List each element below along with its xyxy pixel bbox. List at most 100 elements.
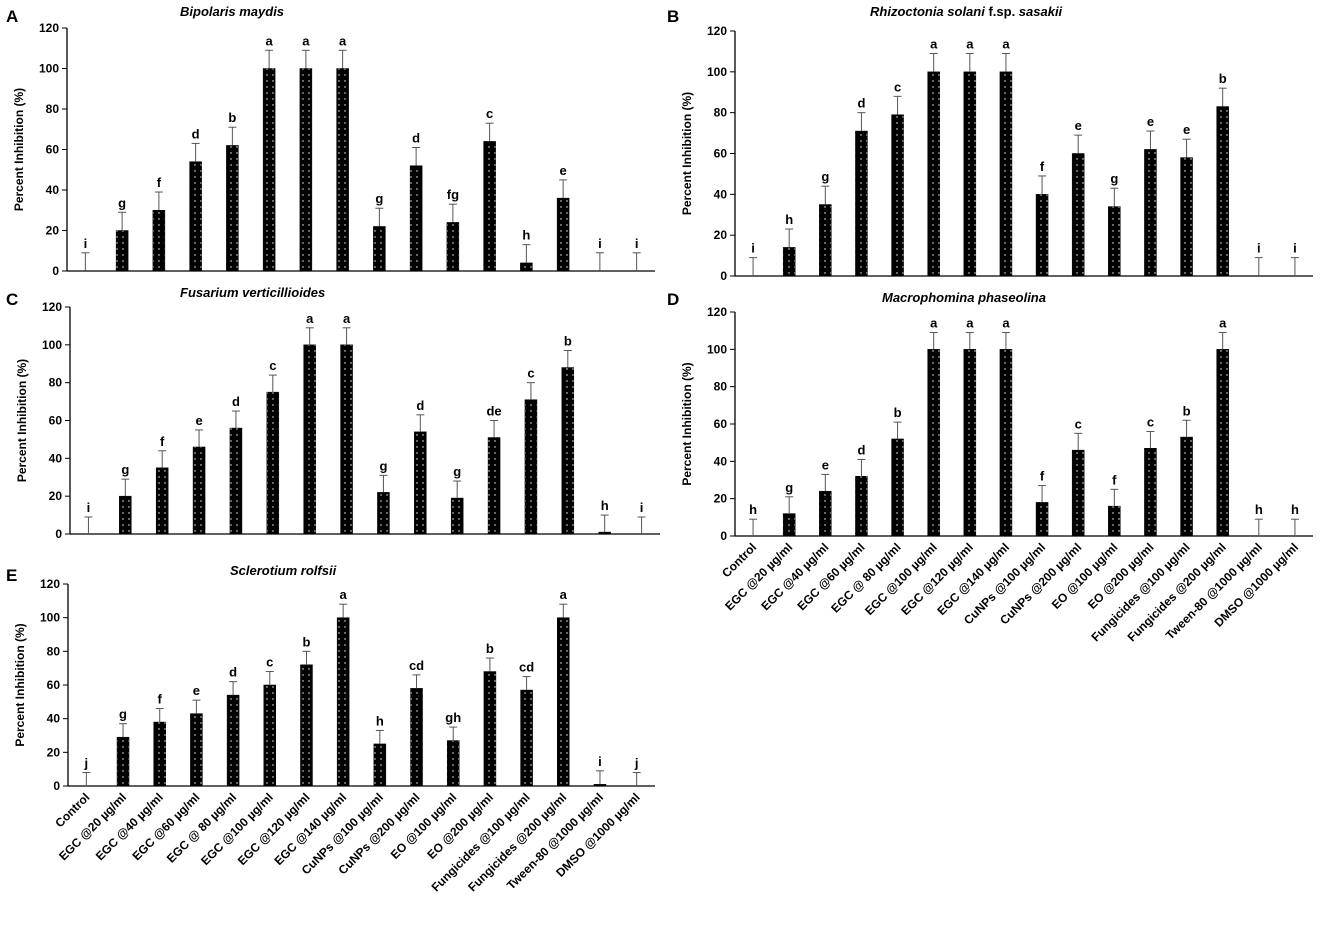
significance-letter: e	[1147, 114, 1154, 129]
significance-letter: a	[340, 587, 348, 602]
significance-letter: g	[821, 169, 829, 184]
bar	[116, 736, 130, 787]
bar	[303, 344, 316, 535]
bar	[155, 467, 169, 535]
significance-letter: g	[379, 458, 387, 473]
significance-letter: cd	[519, 660, 534, 675]
significance-letter: g	[785, 480, 793, 495]
y-tick-label: 80	[49, 376, 63, 390]
significance-letter: j	[84, 756, 89, 771]
bar	[557, 617, 570, 787]
significance-letter: f	[1040, 159, 1045, 174]
panel-label: A	[6, 7, 18, 26]
significance-letter: e	[560, 163, 567, 178]
bar	[446, 222, 460, 272]
y-tick-label: 20	[49, 489, 63, 503]
significance-letter: c	[894, 79, 901, 94]
y-tick-label: 100	[707, 65, 727, 79]
bar	[377, 492, 390, 535]
significance-letter: i	[87, 500, 91, 515]
significance-letter: d	[857, 442, 865, 457]
bar	[524, 399, 538, 535]
bar	[963, 349, 977, 537]
y-tick-label: 40	[714, 454, 728, 468]
significance-letter: b	[228, 110, 236, 125]
bar	[410, 688, 423, 787]
bar	[855, 476, 868, 537]
significance-letter: e	[195, 413, 202, 428]
significance-letter: c	[266, 655, 273, 670]
significance-letter: i	[751, 241, 755, 256]
significance-letter: i	[1257, 241, 1261, 256]
x-tick-label: EO @100 µg/ml	[388, 790, 460, 862]
y-tick-label: 40	[47, 712, 61, 726]
x-tick-label: EO @200 µg/ml	[424, 790, 496, 862]
bar	[189, 161, 202, 272]
y-tick-label: 120	[707, 305, 727, 319]
significance-letter: i	[598, 236, 602, 251]
significance-letter: h	[749, 502, 757, 517]
significance-letter: g	[453, 464, 461, 479]
significance-letter: b	[1219, 71, 1227, 86]
bar	[450, 497, 464, 535]
bar	[561, 367, 575, 535]
bar	[891, 114, 904, 277]
significance-letter: f	[157, 175, 162, 190]
bar	[782, 513, 796, 537]
bar	[891, 438, 904, 537]
significance-letter: g	[121, 462, 129, 477]
bar	[855, 130, 868, 277]
y-tick-label: 0	[52, 264, 59, 278]
y-tick-label: 60	[714, 147, 728, 161]
significance-letter: f	[158, 692, 163, 707]
bar	[520, 262, 533, 272]
bar	[446, 740, 460, 787]
significance-letter: d	[192, 126, 200, 141]
y-tick-label: 80	[47, 644, 61, 658]
significance-letter: g	[118, 195, 126, 210]
y-tick-label: 100	[42, 338, 62, 352]
significance-letter: de	[486, 404, 501, 419]
y-tick-label: 40	[46, 183, 60, 197]
y-axis-label: Percent Inhibition (%)	[680, 92, 694, 215]
significance-letter: gh	[445, 710, 461, 725]
y-tick-label: 60	[47, 678, 61, 692]
bar	[373, 743, 387, 787]
significance-letter: b	[302, 634, 310, 649]
significance-letter: a	[966, 36, 974, 51]
significance-letter: c	[486, 106, 493, 121]
y-tick-label: 20	[714, 492, 728, 506]
significance-letter: a	[966, 316, 974, 331]
bar	[226, 145, 239, 272]
panel-E: E Sclerotium rolfsii Percent Inhibition (%…	[6, 563, 655, 894]
significance-letter: h	[785, 212, 793, 227]
bar	[226, 694, 240, 787]
significance-letter: c	[269, 358, 276, 373]
y-tick-label: 60	[49, 414, 63, 428]
bar	[1180, 436, 1193, 537]
significance-letter: a	[1002, 36, 1010, 51]
significance-letter: a	[560, 587, 568, 602]
significance-letter: h	[601, 498, 609, 513]
bar	[782, 247, 796, 277]
y-axis-label: Percent Inhibition (%)	[13, 623, 27, 746]
y-tick-label: 80	[714, 380, 728, 394]
bar	[153, 721, 166, 787]
significance-letter: fg	[447, 187, 459, 202]
significance-letter: a	[1002, 316, 1010, 331]
bar	[373, 226, 386, 272]
chart-title: Fusarium verticillioides	[180, 285, 325, 300]
bar	[409, 165, 423, 272]
bar	[115, 230, 129, 272]
bar	[483, 671, 497, 787]
bar	[1180, 157, 1193, 277]
significance-letter: a	[306, 311, 314, 326]
significance-letter: g	[375, 191, 383, 206]
chart-title: Bipolaris maydis	[180, 4, 284, 19]
bar	[299, 68, 313, 272]
bar	[266, 391, 280, 535]
y-tick-label: 80	[714, 106, 728, 120]
y-tick-label: 80	[46, 102, 60, 116]
significance-letter: h	[1255, 502, 1263, 517]
significance-letter: g	[119, 707, 127, 722]
